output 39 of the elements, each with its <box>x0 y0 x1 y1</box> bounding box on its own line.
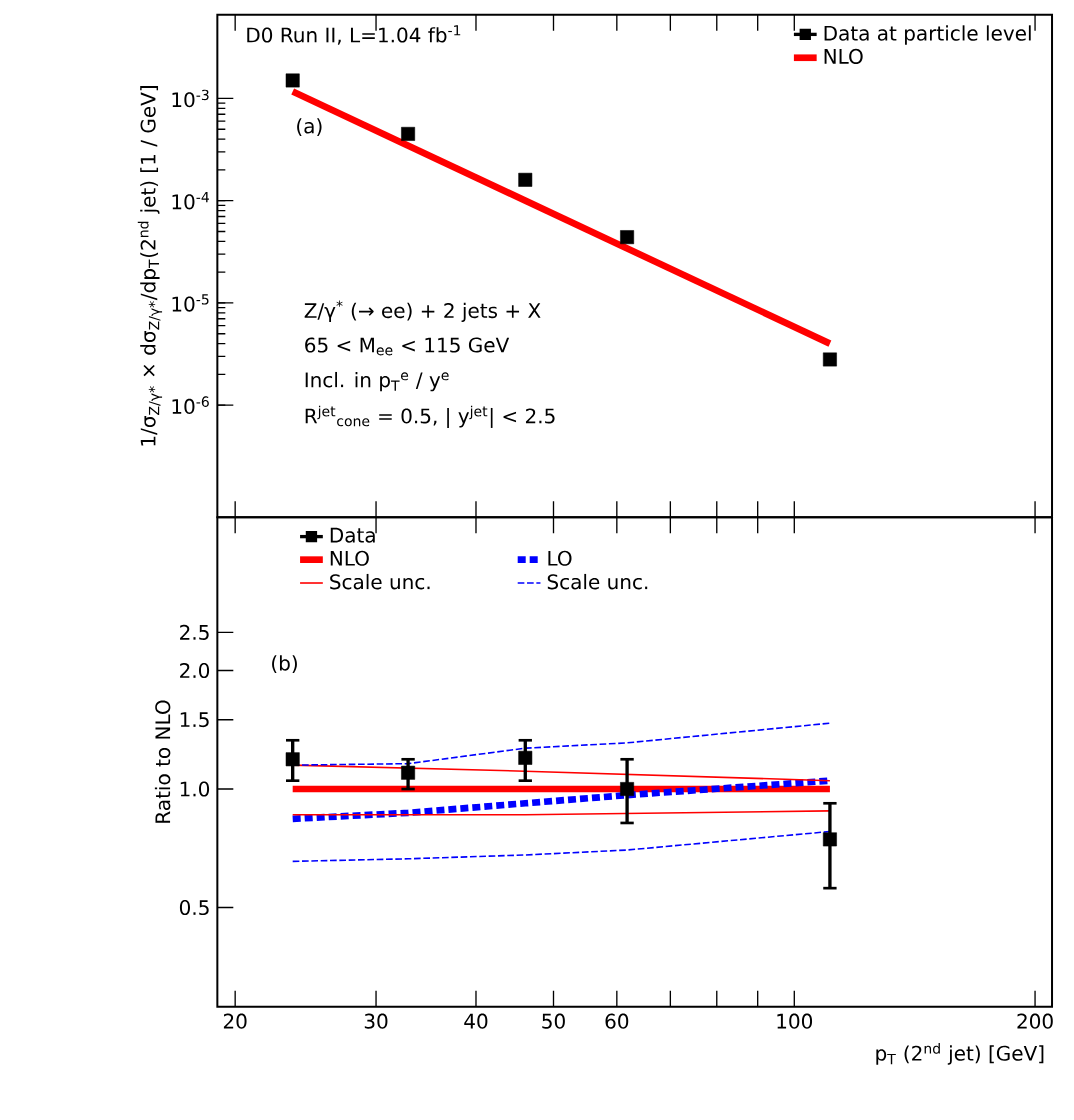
x-tick-label: 100 <box>777 1013 813 1029</box>
x-tick-label: 200 <box>1017 1013 1053 1029</box>
x-tick-label: 40 <box>464 1013 488 1029</box>
point <box>401 765 416 780</box>
point <box>285 73 300 88</box>
legend-label: Scale unc. <box>330 573 430 590</box>
annotation: (a) <box>297 118 322 136</box>
legend-label: NLO <box>824 48 863 64</box>
x-tick-label: 20 <box>223 1013 247 1029</box>
y-tick-label: 10$^{-4}$ <box>172 191 209 210</box>
y-tick-label: 2.5 <box>180 624 209 640</box>
legend-label: Scale unc. <box>547 573 648 590</box>
text: 1/σ$_{Z/γ*}$ × dσ$_{Z/γ*}$/dp$_{T}$(2$^{nd}$ jet) [1 / GeV] <box>137 86 163 446</box>
y-tick-label: 1.5 <box>180 712 209 728</box>
legend-label: NLO <box>330 550 369 566</box>
y-tick-label: 10$^{-3}$ <box>172 89 209 108</box>
legend-label: Data <box>330 527 375 543</box>
x-tick-label: 50 <box>542 1013 565 1029</box>
annotation: 65 < M$_{ee}$ < 115 GeV <box>305 337 510 356</box>
annotation: Incl. in p$_{T}$$^{e}$ / y$^{e}$ <box>305 371 449 392</box>
y-tick-label: 10$^{-5}$ <box>172 294 209 312</box>
point <box>518 750 533 765</box>
y-tick-label: 1.0 <box>180 781 210 797</box>
y-tick-label: 10$^{-6}$ <box>172 396 209 415</box>
point <box>518 172 533 187</box>
annotation: R$^{jet}$$_{cone}$ = 0.5, | y$^{jet}$| < 2.5 <box>305 405 555 428</box>
y-tick-label: 0.5 <box>179 899 209 916</box>
x-tick-label: 30 <box>364 1013 388 1029</box>
point <box>285 752 300 767</box>
annotation: (b) <box>272 655 297 674</box>
annotation: D0 Run II, L=1.04 fb$^{-1}$ <box>247 25 461 45</box>
legend-label: LO <box>548 550 572 566</box>
point <box>401 126 416 141</box>
y-axis-title: Ratio to NLO <box>154 700 171 823</box>
x-tick-label: 60 <box>605 1013 629 1029</box>
legend-label: Data at particle level <box>824 25 1031 45</box>
y-tick-label: 2.0 <box>180 662 210 679</box>
x-axis-title: p$_{T}$ (2$^{nd}$ jet) [GeV] <box>876 1042 1044 1065</box>
annotation: Z/γ$^{*}$ (→ ee) + 2 jets + X <box>304 300 541 322</box>
